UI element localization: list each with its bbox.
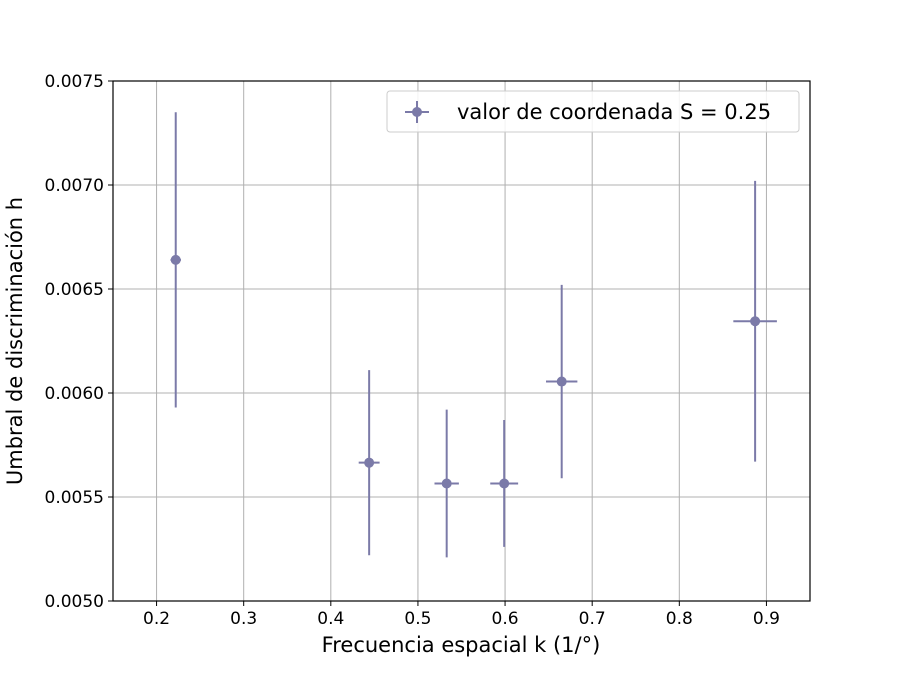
data-point-marker	[170, 254, 181, 265]
legend-entry-label: valor de coordenada S = 0.25	[457, 100, 771, 124]
y-tick-label: 0.0075	[45, 72, 104, 92]
x-axis-label: Frecuencia espacial k (1/°)	[322, 633, 601, 657]
legend-box	[386, 90, 800, 133]
data-point	[434, 409, 459, 558]
legend-marker	[405, 101, 429, 123]
legend: valor de coordenada S = 0.25	[386, 90, 800, 133]
data-point	[170, 112, 181, 408]
x-tick-label: 0.9	[753, 609, 780, 629]
y-tick-label: 0.0065	[45, 280, 104, 300]
data-point	[358, 370, 380, 556]
x-tick-label: 0.2	[143, 609, 170, 629]
data-point-marker	[364, 457, 375, 468]
data-point-marker	[750, 316, 761, 327]
y-tick-label: 0.0055	[45, 488, 104, 508]
legend-marker-dot	[412, 107, 422, 117]
ticks: 0.2 0.3 0.4 0.5 0.6 0.7 0.8 0.9 0.0050 0.0055 0.00…	[45, 72, 780, 629]
y-tick-label: 0.0060	[45, 384, 104, 404]
y-tick-label: 0.0070	[45, 176, 104, 196]
data-point-marker	[441, 478, 452, 489]
x-tick-label: 0.6	[492, 609, 519, 629]
x-tick-label: 0.4	[317, 609, 344, 629]
x-tick-label: 0.3	[230, 609, 257, 629]
data-point-marker	[556, 376, 567, 387]
x-tick-label: 0.8	[666, 609, 693, 629]
x-tick-label: 0.7	[579, 609, 606, 629]
plot-frame	[112, 80, 811, 602]
x-tick-label: 0.5	[404, 609, 431, 629]
data-point	[490, 420, 519, 547]
data-point	[546, 284, 578, 479]
y-axis-label: Umbral de discriminación h	[3, 197, 27, 485]
y-tick-label: 0.0050	[45, 592, 104, 612]
data-layer	[170, 112, 777, 558]
data-point	[733, 180, 777, 462]
data-point-marker	[499, 478, 510, 489]
